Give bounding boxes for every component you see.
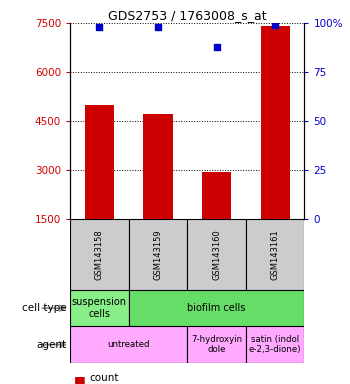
Text: GSM143160: GSM143160: [212, 229, 221, 280]
Bar: [260, 26, 290, 219]
Text: GSM143161: GSM143161: [271, 229, 280, 280]
Bar: [129, 219, 187, 290]
Bar: [246, 219, 304, 290]
Text: GSM143159: GSM143159: [153, 229, 162, 280]
Text: biofilm cells: biofilm cells: [187, 303, 246, 313]
Text: cell type: cell type: [22, 303, 66, 313]
Bar: [187, 326, 246, 363]
Bar: [246, 326, 304, 363]
Text: agent: agent: [36, 339, 66, 350]
Point: [214, 43, 219, 50]
Point: [155, 24, 161, 30]
Bar: [70, 326, 187, 363]
Point: [97, 24, 102, 30]
Bar: [70, 290, 129, 326]
Bar: [70, 219, 129, 290]
Bar: [143, 114, 173, 219]
Text: suspension
cells: suspension cells: [72, 297, 127, 319]
Bar: [85, 104, 114, 219]
Bar: [202, 172, 231, 219]
Text: ■: ■: [74, 374, 85, 384]
Bar: [187, 219, 246, 290]
Text: 7-hydroxyin
dole: 7-hydroxyin dole: [191, 335, 242, 354]
Bar: [129, 290, 304, 326]
Text: satin (indol
e-2,3-dione): satin (indol e-2,3-dione): [249, 335, 301, 354]
Point: [272, 22, 278, 28]
Text: count: count: [89, 373, 119, 383]
Text: untreated: untreated: [107, 340, 150, 349]
Title: GDS2753 / 1763008_s_at: GDS2753 / 1763008_s_at: [108, 9, 267, 22]
Text: GSM143158: GSM143158: [95, 229, 104, 280]
